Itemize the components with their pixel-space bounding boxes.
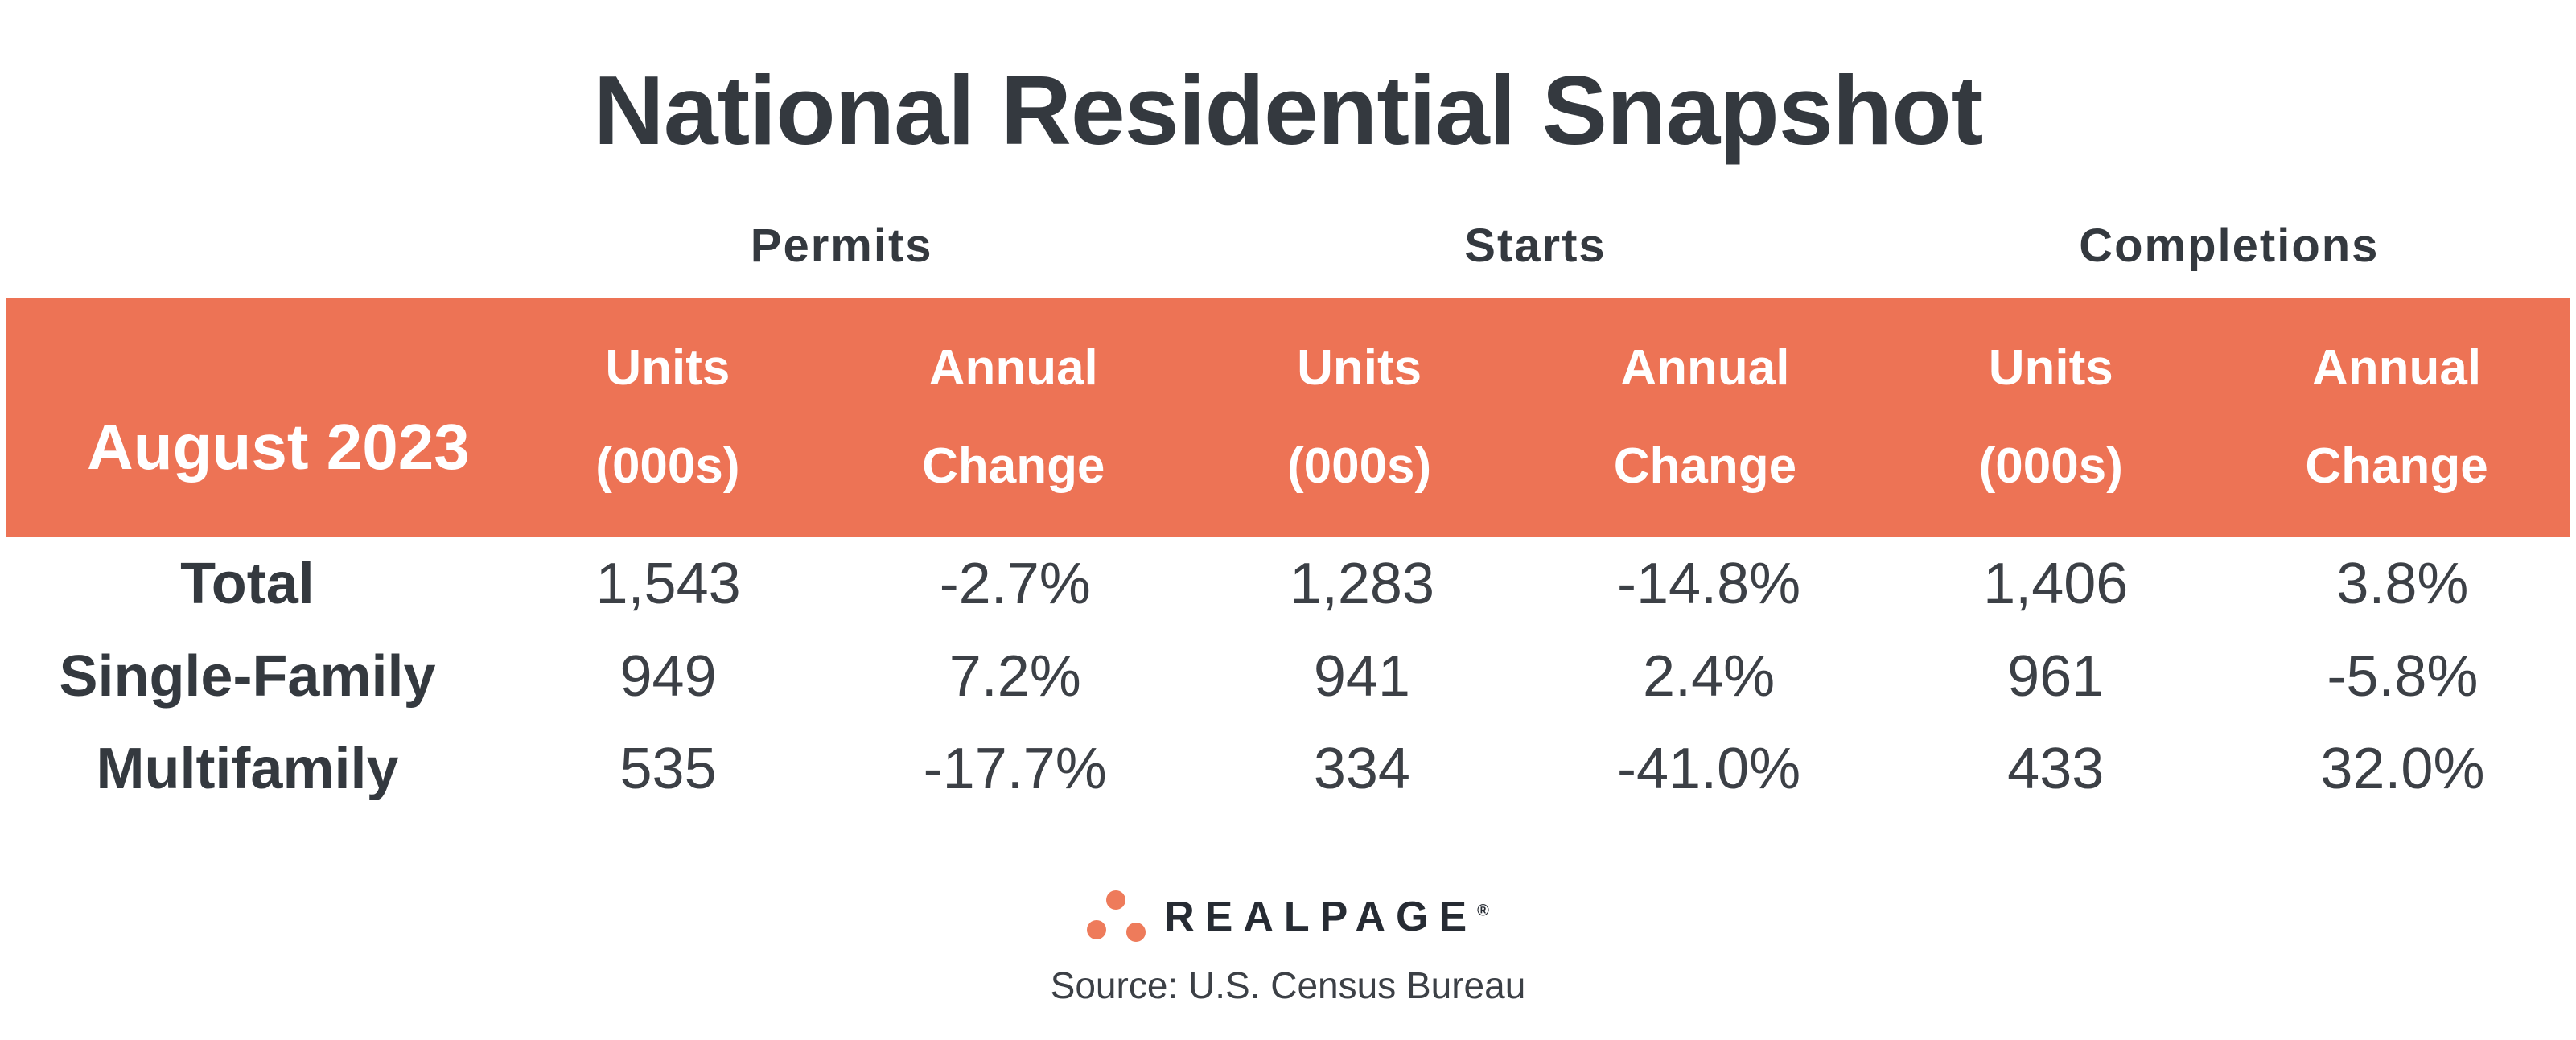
header-change-line1: Annual xyxy=(928,340,1098,396)
group-header-completions: Completions xyxy=(2079,219,2380,272)
period-label: August 2023 xyxy=(87,411,470,483)
header-units-line1: Units xyxy=(1988,340,2113,396)
cell-permits-units: 949 xyxy=(619,643,717,709)
header-completions-change: Annual Change xyxy=(2224,298,2570,537)
header-units-line2: (000s) xyxy=(1286,438,1432,494)
cell-completions-change: -5.8% xyxy=(2327,643,2479,709)
header-permits-change: Annual Change xyxy=(841,298,1187,537)
source-attribution: Source: U.S. Census Bureau xyxy=(1050,964,1526,1006)
header-change-line2: Change xyxy=(1613,438,1797,494)
header-change-line2: Change xyxy=(922,438,1105,494)
header-starts-units: Units (000s) xyxy=(1187,298,1533,537)
table-row-multifamily: Multifamily 535 -17.7% 334 -41.0% 433 32… xyxy=(0,722,2576,815)
header-units-line2: (000s) xyxy=(595,438,740,494)
cell-starts-change: -14.8% xyxy=(1617,551,1801,616)
column-group-header-row: Permits Starts Completions xyxy=(0,193,2576,298)
table-row-single-family: Single-Family 949 7.2% 941 2.4% 961 -5.8… xyxy=(0,630,2576,722)
cell-starts-units: 334 xyxy=(1313,736,1410,801)
header-permits-units: Units (000s) xyxy=(495,298,841,537)
header-completions-units: Units (000s) xyxy=(1878,298,2224,537)
cell-permits-change: -17.7% xyxy=(923,736,1107,801)
header-change-line2: Change xyxy=(2305,438,2488,494)
cell-completions-change: 32.0% xyxy=(2320,736,2485,801)
cell-starts-change: -41.0% xyxy=(1617,736,1801,801)
cell-completions-change: 3.8% xyxy=(2336,551,2469,616)
realpage-wordmark: REALPAGE® xyxy=(1164,893,1489,941)
cell-permits-change: -2.7% xyxy=(939,551,1091,616)
header-units-line1: Units xyxy=(1297,340,1422,396)
header-starts-change: Annual Change xyxy=(1533,298,1879,537)
cell-completions-units: 961 xyxy=(2007,643,2105,709)
registered-trademark-symbol: ® xyxy=(1477,902,1489,920)
realpage-three-dots-logo-icon xyxy=(1087,890,1146,942)
cell-starts-units: 941 xyxy=(1313,643,1410,709)
table-header-band: August 2023 Units (000s) Annual Change U… xyxy=(6,298,2570,537)
group-header-starts: Starts xyxy=(1464,219,1607,272)
page-title: National Residential Snapshot xyxy=(593,55,1984,165)
cell-permits-units: 535 xyxy=(619,736,717,801)
cell-completions-units: 1,406 xyxy=(1983,551,2129,616)
cell-permits-change: 7.2% xyxy=(949,643,1081,709)
table-row-total: Total 1,543 -2.7% 1,283 -14.8% 1,406 3.8… xyxy=(0,537,2576,630)
row-label: Single-Family xyxy=(59,643,436,709)
row-label: Multifamily xyxy=(96,736,399,801)
table-body: Total 1,543 -2.7% 1,283 -14.8% 1,406 3.8… xyxy=(0,537,2576,815)
cell-starts-units: 1,283 xyxy=(1289,551,1434,616)
row-label: Total xyxy=(180,551,315,616)
header-units-line2: (000s) xyxy=(1978,438,2123,494)
header-change-line1: Annual xyxy=(2312,340,2482,396)
header-change-line1: Annual xyxy=(1620,340,1790,396)
cell-starts-change: 2.4% xyxy=(1643,643,1776,709)
header-units-line1: Units xyxy=(605,340,730,396)
cell-permits-units: 1,543 xyxy=(595,551,741,616)
group-header-permits: Permits xyxy=(750,219,933,272)
realpage-wordmark-text: REALPAGE xyxy=(1164,894,1478,940)
cell-completions-units: 433 xyxy=(2007,736,2105,801)
realpage-logo: REALPAGE® xyxy=(0,881,2576,953)
